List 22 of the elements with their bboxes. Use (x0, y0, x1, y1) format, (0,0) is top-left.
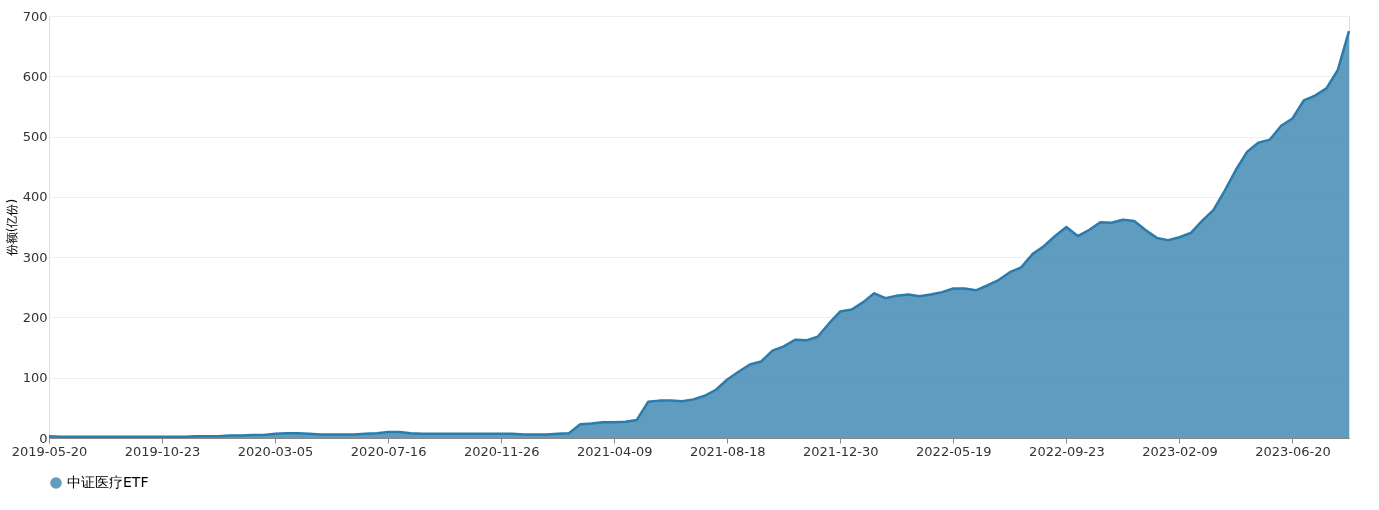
x-tick-label: 2019-10-23 (124, 443, 201, 459)
legend-label: 中证医疗ETF (67, 474, 149, 490)
y-tick-label: 400 (22, 189, 48, 205)
y-tick-label: 700 (22, 8, 48, 24)
x-tick-label: 2021-04-09 (576, 443, 653, 459)
y-tick-label: 200 (22, 309, 48, 325)
x-tick-label: 2022-05-19 (916, 443, 992, 459)
x-tick-label: 2019-05-20 (11, 443, 88, 459)
y-tick-label: 100 (22, 370, 48, 386)
x-tick-label: 2023-02-09 (1142, 443, 1218, 459)
x-tick-label: 2023-06-20 (1255, 443, 1331, 459)
y-tick-label: 300 (22, 249, 48, 265)
y-tick-label: 500 (22, 129, 48, 145)
y-tick-label: 600 (22, 68, 48, 84)
x-tick-label: 2020-03-05 (237, 443, 314, 459)
y-tick-label: 0 (39, 430, 48, 446)
x-tick-label: 2022-09-23 (1029, 443, 1105, 459)
x-tick-label: 2021-08-18 (689, 443, 766, 459)
x-tick-label: 2021-12-30 (803, 443, 879, 459)
x-tick-label: 2020-11-26 (463, 443, 540, 459)
x-tick-label: 2020-07-16 (350, 443, 427, 459)
y-axis-title: 份额(亿份) (4, 198, 19, 257)
